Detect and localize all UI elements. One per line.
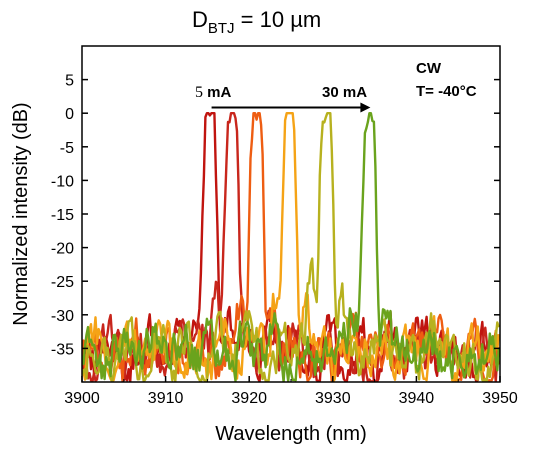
sweep-arrow-head — [360, 102, 371, 113]
title-main: D — [192, 7, 208, 32]
y-tick-label: -10 — [51, 173, 74, 190]
end-current-label: 30 mA — [322, 84, 367, 101]
y-tick-label: -5 — [60, 140, 74, 157]
current-sweep-annotation: 5 mA 30 mA — [195, 84, 371, 113]
y-tick-label: -30 — [51, 308, 74, 325]
y-tick-label: -20 — [51, 241, 74, 258]
start-current-label: 5 mA — [195, 84, 232, 101]
y-tick-label: -15 — [51, 207, 74, 224]
x-tick-label: 3930 — [315, 390, 351, 407]
x-tick-label: 3950 — [482, 390, 518, 407]
title-subscript: BTJ — [208, 20, 235, 37]
y-tick-label: -25 — [51, 274, 74, 291]
temperature-label: T= -40°C — [416, 83, 477, 100]
y-tick-label: -35 — [51, 341, 74, 358]
series-layer — [82, 112, 500, 382]
start-current-number: 5 — [195, 84, 203, 101]
x-tick-label: 3910 — [148, 390, 184, 407]
y-tick-label: 0 — [65, 106, 74, 123]
x-tick-label: 3940 — [399, 390, 435, 407]
spectrum-line — [82, 112, 500, 382]
title-rest: = 10 µm — [235, 7, 322, 32]
y-tick-label: 5 — [65, 73, 74, 90]
tick-layer: 3900 3910 3920 3930 3940 3950 5 0 -5 -10 -15 -20 -25… — [51, 73, 518, 407]
start-current-unit: mA — [203, 84, 232, 101]
mode-label: CW — [416, 60, 442, 77]
x-axis-title: Wavelength (nm) — [215, 423, 367, 445]
y-axis-title: Normalized intensity (dB) — [10, 102, 32, 325]
x-tick-label: 3920 — [231, 390, 267, 407]
chart-title: DBTJ = 10 µm — [192, 7, 321, 37]
x-tick-label: 3900 — [64, 390, 100, 407]
